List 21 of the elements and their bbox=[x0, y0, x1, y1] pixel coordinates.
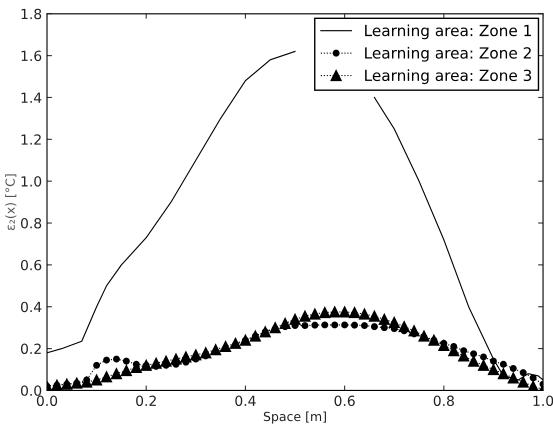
x-tick-label: 0.8 bbox=[434, 396, 454, 406]
y-axis-title: ε₂(x) [°C] bbox=[5, 174, 16, 230]
y-tick-label: 0.2 bbox=[20, 344, 41, 354]
x-tick-label: 0.2 bbox=[136, 396, 156, 406]
legend-label: Learning area: Zone 1 bbox=[365, 24, 531, 40]
y-tick-label: 1.8 bbox=[22, 8, 42, 20]
y-tick-label: 1.4 bbox=[22, 92, 42, 103]
y-tick-label: 1.0 bbox=[22, 176, 42, 187]
x-axis-title: Space [m] bbox=[264, 412, 326, 424]
y-tick-label: 0.6 bbox=[20, 260, 42, 270]
y-tick-label: 1.6 bbox=[22, 50, 42, 62]
y-tick-label: 0.0 bbox=[20, 385, 42, 396]
y-tick-label: 0.4 bbox=[20, 302, 42, 312]
x-tick-label: 0.0 bbox=[36, 396, 58, 406]
y-tick-label: 0.8 bbox=[20, 218, 42, 228]
x-tick-label: 0.4 bbox=[235, 396, 256, 406]
legend-label: Learning area: Zone 2 bbox=[365, 46, 531, 62]
x-tick-label: 1.0 bbox=[534, 396, 553, 406]
y-tick-label: 1.2 bbox=[22, 134, 41, 145]
x-tick-label: 0.6 bbox=[334, 396, 355, 406]
legend-label: Learning area: Zone 3 bbox=[365, 69, 532, 84]
